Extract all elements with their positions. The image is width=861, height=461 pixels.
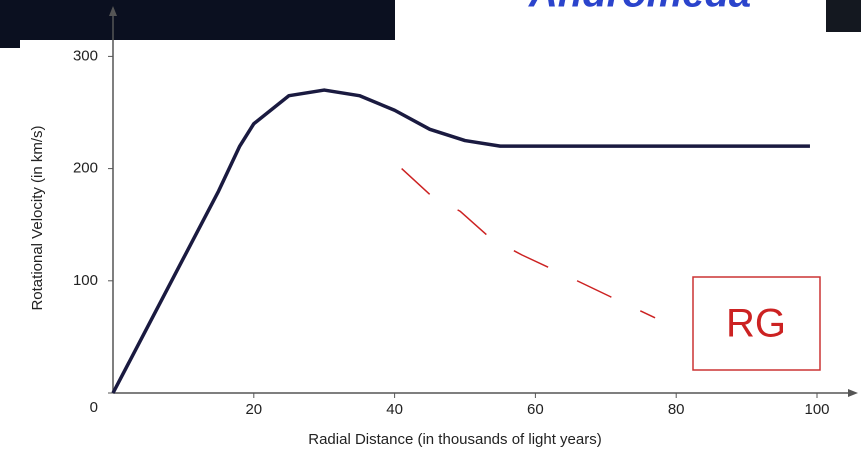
y-tick-label: 100 (73, 272, 98, 289)
data-line (401, 168, 656, 319)
background-image (826, 0, 861, 32)
y-tick-label: 300 (73, 47, 98, 64)
y-tick-label: 0 (90, 399, 98, 416)
background-image (0, 0, 395, 40)
legend-box (692, 276, 821, 371)
legend-label: RG (726, 302, 786, 346)
y-axis-label: Rotational Velocity (in km/s) (29, 125, 46, 310)
background-image (0, 0, 20, 48)
x-tick-label: 60 (527, 401, 544, 418)
x-tick-label: 80 (668, 401, 685, 418)
chart-title: Andromeda (528, 0, 751, 16)
x-tick-label: 100 (804, 401, 829, 418)
x-axis-label: Radial Distance (in thousands of light y… (308, 431, 601, 448)
axis-arrow (109, 6, 117, 16)
y-tick-label: 200 (73, 160, 98, 177)
x-tick-label: 20 (245, 401, 262, 418)
axis-arrow (848, 389, 858, 397)
data-line (111, 88, 810, 394)
x-tick-label: 40 (386, 401, 403, 418)
